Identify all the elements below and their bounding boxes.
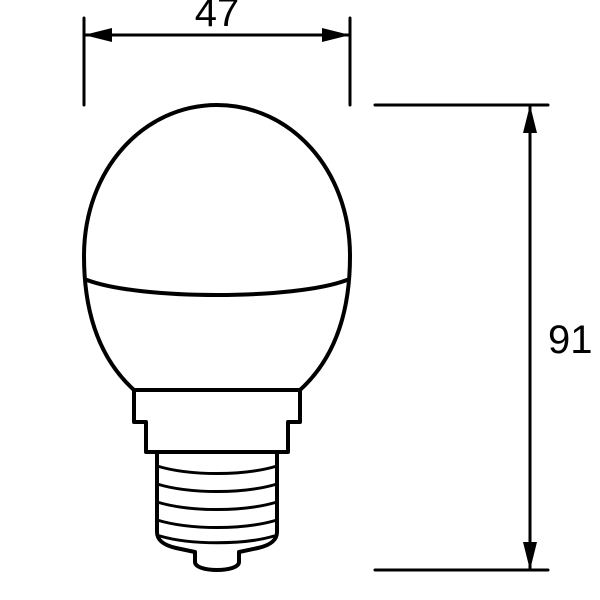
thread-4 [157, 520, 277, 528]
arrow-left [84, 28, 112, 42]
bulb-dimension-diagram: 47 91 [0, 0, 600, 600]
height-value: 91 [548, 318, 593, 362]
thread-3 [157, 502, 277, 510]
height-dimension: 91 [375, 105, 593, 570]
thread-5 [160, 536, 274, 543]
bulb-glass [84, 105, 350, 390]
arrow-down [523, 542, 537, 570]
arrow-right [322, 28, 350, 42]
bulb-outline [84, 105, 350, 570]
thread-1 [157, 466, 277, 474]
thread-2 [157, 484, 277, 492]
width-value: 47 [195, 0, 240, 35]
arrow-up [523, 105, 537, 133]
collar [134, 390, 300, 452]
bulb-equator [87, 280, 347, 295]
width-dimension: 47 [84, 0, 350, 105]
